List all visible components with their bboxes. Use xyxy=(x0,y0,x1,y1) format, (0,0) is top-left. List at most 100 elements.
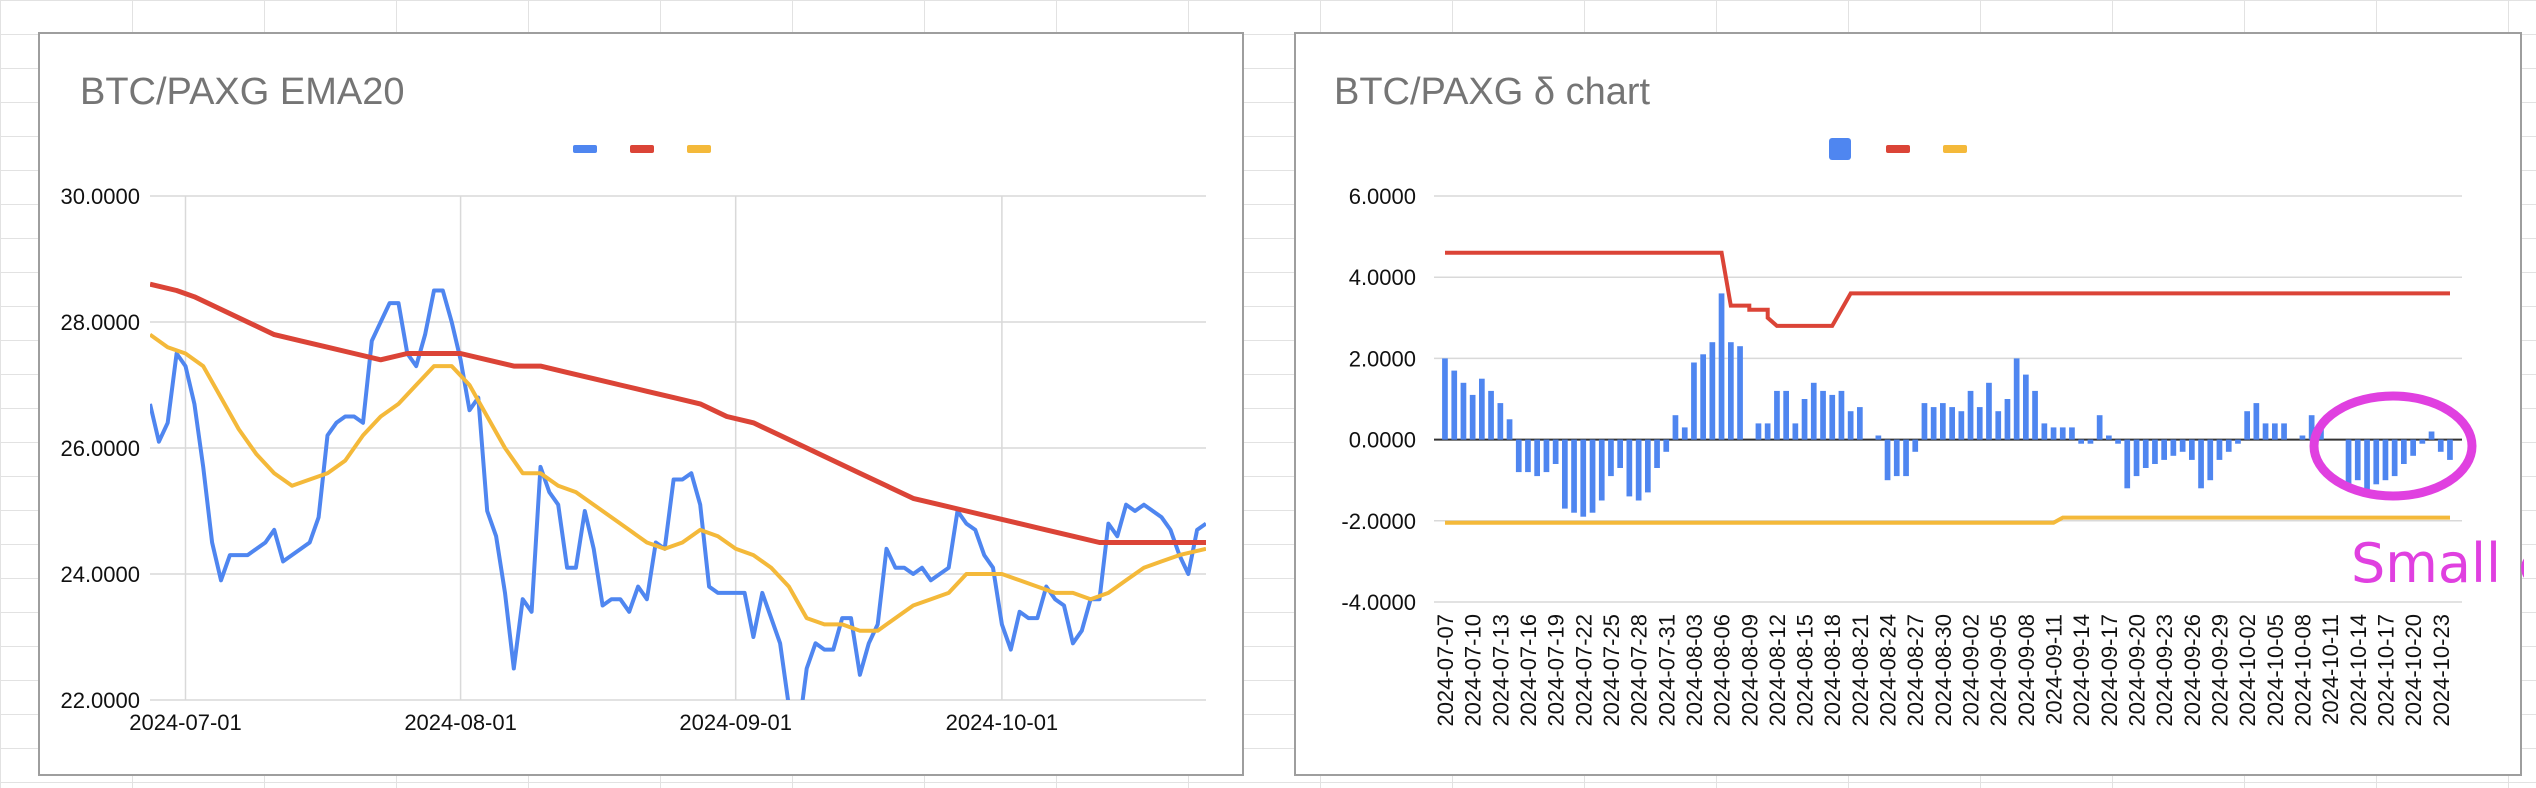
delta-bar xyxy=(1903,439,1909,477)
delta-bar xyxy=(1718,293,1725,440)
delta-bar xyxy=(1755,423,1762,440)
delta-bar xyxy=(2170,439,2177,456)
delta-bar xyxy=(2447,439,2453,460)
delta-bar xyxy=(1598,439,1605,501)
delta-bar xyxy=(1562,439,1568,509)
delta-bar xyxy=(1838,390,1845,440)
legend-red-series[interactable] xyxy=(630,145,654,153)
y-tick-label: 26.0000 xyxy=(60,436,140,461)
delta-bar xyxy=(1930,407,1937,440)
x-tick-label: 2024-09-17 xyxy=(2097,614,2122,727)
delta-bar xyxy=(2004,399,2011,440)
delta-bar xyxy=(2189,439,2195,460)
delta-bar xyxy=(1691,362,1697,440)
legend-yellow-series[interactable] xyxy=(687,145,711,153)
ema-chart-x-axis: 2024-07-01 2024-08-01 2024-09-01 2024-10-01 xyxy=(129,710,1058,735)
ema-chart-legend[interactable] xyxy=(573,145,711,153)
delta-chart-legend[interactable] xyxy=(1829,138,1967,160)
delta-bar xyxy=(1635,439,1642,501)
ema-chart-svg: BTC/PAXG EMA20 30.0000 28.0000 26.0000 24.0… xyxy=(60,71,1206,735)
x-tick-label: 2024-10-08 xyxy=(2291,614,2316,727)
delta-bar xyxy=(2023,374,2029,440)
delta-bar xyxy=(2345,439,2352,489)
x-tick-label: 2024-08-06 xyxy=(1710,614,1735,727)
delta-bar xyxy=(1893,439,1900,477)
y-tick-label: 0.0000 xyxy=(1349,428,1416,453)
delta-bar xyxy=(2133,439,2140,477)
legend-yellow-series[interactable] xyxy=(1943,145,1967,153)
x-tick-label: 2024-07-19 xyxy=(1544,614,1569,727)
delta-bar xyxy=(2087,439,2094,444)
delta-bar xyxy=(2115,439,2121,444)
delta-bar xyxy=(2225,439,2232,452)
delta-bar xyxy=(2041,423,2048,440)
x-tick-label: 2024-09-23 xyxy=(2152,614,2177,727)
ema-chart-title: BTC/PAXG EMA20 xyxy=(80,71,405,113)
delta-bar xyxy=(1967,390,1974,440)
delta-bar xyxy=(1654,439,1660,468)
delta-chart-lines xyxy=(1445,250,2450,525)
y-tick-label: -4.0000 xyxy=(1341,590,1416,615)
series-line-yellow xyxy=(150,332,1206,633)
delta-bar xyxy=(2124,439,2131,489)
x-tick-label: 2024-08-01 xyxy=(404,710,517,735)
delta-bar xyxy=(1737,346,1743,440)
delta-bar xyxy=(1912,439,1919,452)
delta-chart-y-axis: 6.0000 4.0000 2.0000 0.0000 -2.0000 -4.0000 xyxy=(1341,184,1416,615)
delta-bar xyxy=(1543,439,1550,473)
delta-bar xyxy=(2428,431,2435,440)
x-tick-label: 2024-08-21 xyxy=(1848,614,1873,727)
delta-bar xyxy=(1515,439,1522,473)
delta-bar xyxy=(1663,439,1670,452)
ema-chart-gridlines xyxy=(150,195,1206,701)
delta-bar xyxy=(1608,439,1614,477)
series-line-red xyxy=(150,281,1206,545)
delta-bar xyxy=(1460,382,1467,440)
x-tick-label: 2024-07-31 xyxy=(1654,614,1679,727)
annotation-label: Small δ xyxy=(2351,532,2524,595)
delta-bar xyxy=(1709,342,1716,440)
delta-bar xyxy=(2106,435,2112,440)
delta-bar xyxy=(1479,378,1485,440)
delta-bar xyxy=(2142,439,2149,468)
x-tick-label: 2024-09-29 xyxy=(2208,614,2233,727)
delta-bar xyxy=(1820,390,1826,440)
delta-bar xyxy=(1829,394,1836,440)
highlight-ellipse xyxy=(2309,391,2477,501)
x-tick-label: 2024-10-02 xyxy=(2235,614,2260,727)
legend-blue-series[interactable] xyxy=(573,145,597,153)
delta-bar xyxy=(2281,423,2287,440)
x-tick-label: 2024-09-26 xyxy=(2180,614,2205,727)
delta-bar xyxy=(1506,419,1513,440)
x-tick-label: 2024-09-02 xyxy=(1959,614,1984,727)
legend-red-series[interactable] xyxy=(1886,145,1910,153)
delta-bar xyxy=(1442,358,1448,440)
delta-bar xyxy=(1617,439,1623,468)
x-tick-label: 2024-08-24 xyxy=(1876,614,1901,727)
delta-bar xyxy=(2032,390,2038,440)
delta-bar xyxy=(1571,439,1577,513)
delta-bar xyxy=(1589,439,1596,513)
x-tick-label: 2024-10-05 xyxy=(2263,614,2288,727)
delta-bar xyxy=(2152,439,2158,464)
delta-bar xyxy=(1995,411,2002,440)
delta-chart-gridlines xyxy=(1434,195,2462,603)
delta-bar xyxy=(2272,423,2278,440)
y-tick-label: 2.0000 xyxy=(1349,346,1416,371)
x-tick-label: 2024-08-09 xyxy=(1737,614,1762,727)
series-line-yellow xyxy=(1445,515,2450,525)
delta-bar xyxy=(2364,439,2370,493)
x-tick-label: 2024-10-17 xyxy=(2374,614,2399,727)
x-tick-label: 2024-07-16 xyxy=(1516,614,1541,727)
delta-bar xyxy=(1645,439,1651,493)
x-tick-label: 2024-08-03 xyxy=(1682,614,1707,727)
delta-bar xyxy=(1847,411,1854,440)
x-tick-label: 2024-09-14 xyxy=(2069,614,2094,727)
delta-bar xyxy=(1940,403,1946,440)
delta-bar xyxy=(1921,403,1928,440)
x-tick-label: 2024-10-14 xyxy=(2346,614,2371,727)
delta-bar xyxy=(1626,439,1633,497)
delta-chart-svg: BTC/PAXG δ chart 6.0000 4.0000 2.0000 0.000… xyxy=(1334,71,2524,727)
legend-blue-series[interactable] xyxy=(1829,138,1851,160)
x-tick-label: 2024-07-25 xyxy=(1599,614,1624,727)
